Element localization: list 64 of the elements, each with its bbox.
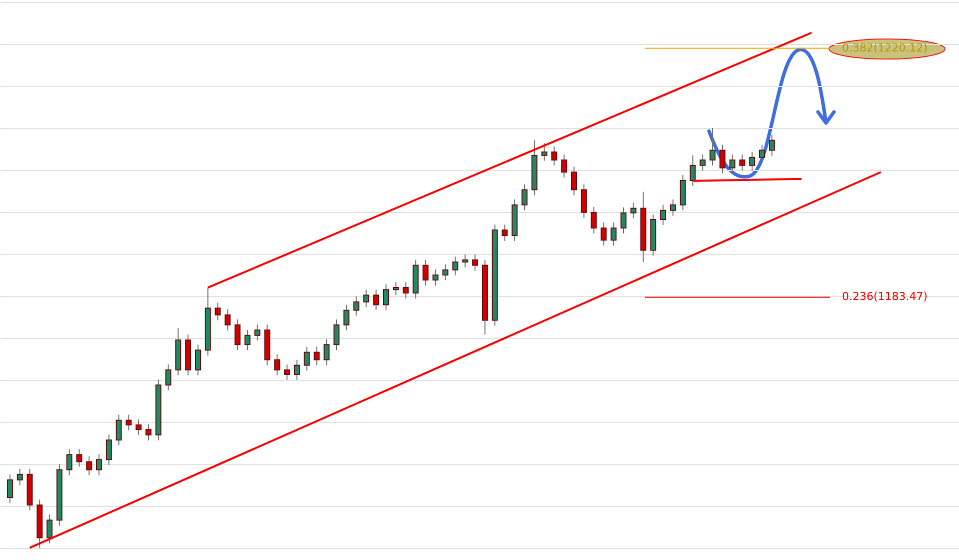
candlestick — [363, 289, 370, 308]
candlestick — [353, 296, 360, 316]
candlestick — [580, 184, 587, 218]
candlestick — [690, 154, 696, 186]
candlestick — [126, 414, 132, 431]
candlestick — [274, 354, 280, 376]
candlestick — [630, 202, 636, 219]
candlestick — [314, 346, 320, 366]
candlestick — [284, 364, 290, 380]
candlestick — [670, 198, 676, 216]
candlestick — [590, 206, 597, 234]
candlestick — [710, 128, 716, 166]
candlestick — [145, 424, 152, 441]
candlestick — [76, 448, 82, 468]
candlestick — [600, 222, 607, 246]
candlestick — [571, 166, 578, 196]
candlestick — [392, 282, 399, 296]
candlestick — [294, 359, 300, 380]
candlestick — [16, 468, 23, 486]
candlestick — [334, 318, 340, 351]
candlestick — [768, 134, 775, 156]
candlestick — [522, 184, 528, 211]
candlestick — [96, 454, 102, 476]
candlestick — [324, 338, 330, 366]
candlestick — [46, 514, 53, 544]
candlestick — [541, 142, 548, 162]
candlestick — [432, 269, 438, 286]
candlestick — [729, 154, 736, 174]
candlestick — [66, 448, 72, 476]
candlestick — [749, 151, 756, 172]
annotation: 0.236(1183.47) — [842, 290, 928, 304]
candlestick — [194, 344, 201, 376]
candlestick — [719, 144, 726, 174]
candlestick — [165, 364, 172, 391]
candlestick — [462, 254, 468, 268]
candlestick — [759, 144, 766, 164]
candlestick — [620, 206, 626, 234]
candlestick — [452, 256, 458, 276]
candlestick — [234, 318, 241, 351]
candlestick — [660, 204, 666, 226]
candlestick — [739, 154, 746, 172]
candlestick — [551, 146, 558, 166]
candlestick — [214, 302, 221, 321]
candlestick — [502, 224, 508, 242]
candlestick — [254, 324, 260, 341]
candlestick — [343, 304, 350, 331]
candlestick — [422, 259, 429, 286]
candlestick — [136, 418, 142, 436]
candlestick — [402, 282, 409, 299]
candlestick — [244, 329, 250, 351]
candlestick — [6, 474, 13, 504]
candlestick — [700, 154, 706, 172]
candlestick — [472, 254, 478, 272]
candlestick — [373, 289, 380, 311]
candlestick — [224, 308, 231, 331]
candlestick — [304, 346, 310, 372]
candlestick — [86, 456, 92, 476]
candlestick — [442, 264, 448, 280]
candlestick — [561, 154, 568, 178]
text: 0.382(1220.12) — [842, 41, 928, 54]
candlestick — [610, 222, 617, 246]
candlestick — [106, 434, 112, 466]
candlestick — [382, 284, 389, 311]
candlestick — [116, 414, 122, 446]
